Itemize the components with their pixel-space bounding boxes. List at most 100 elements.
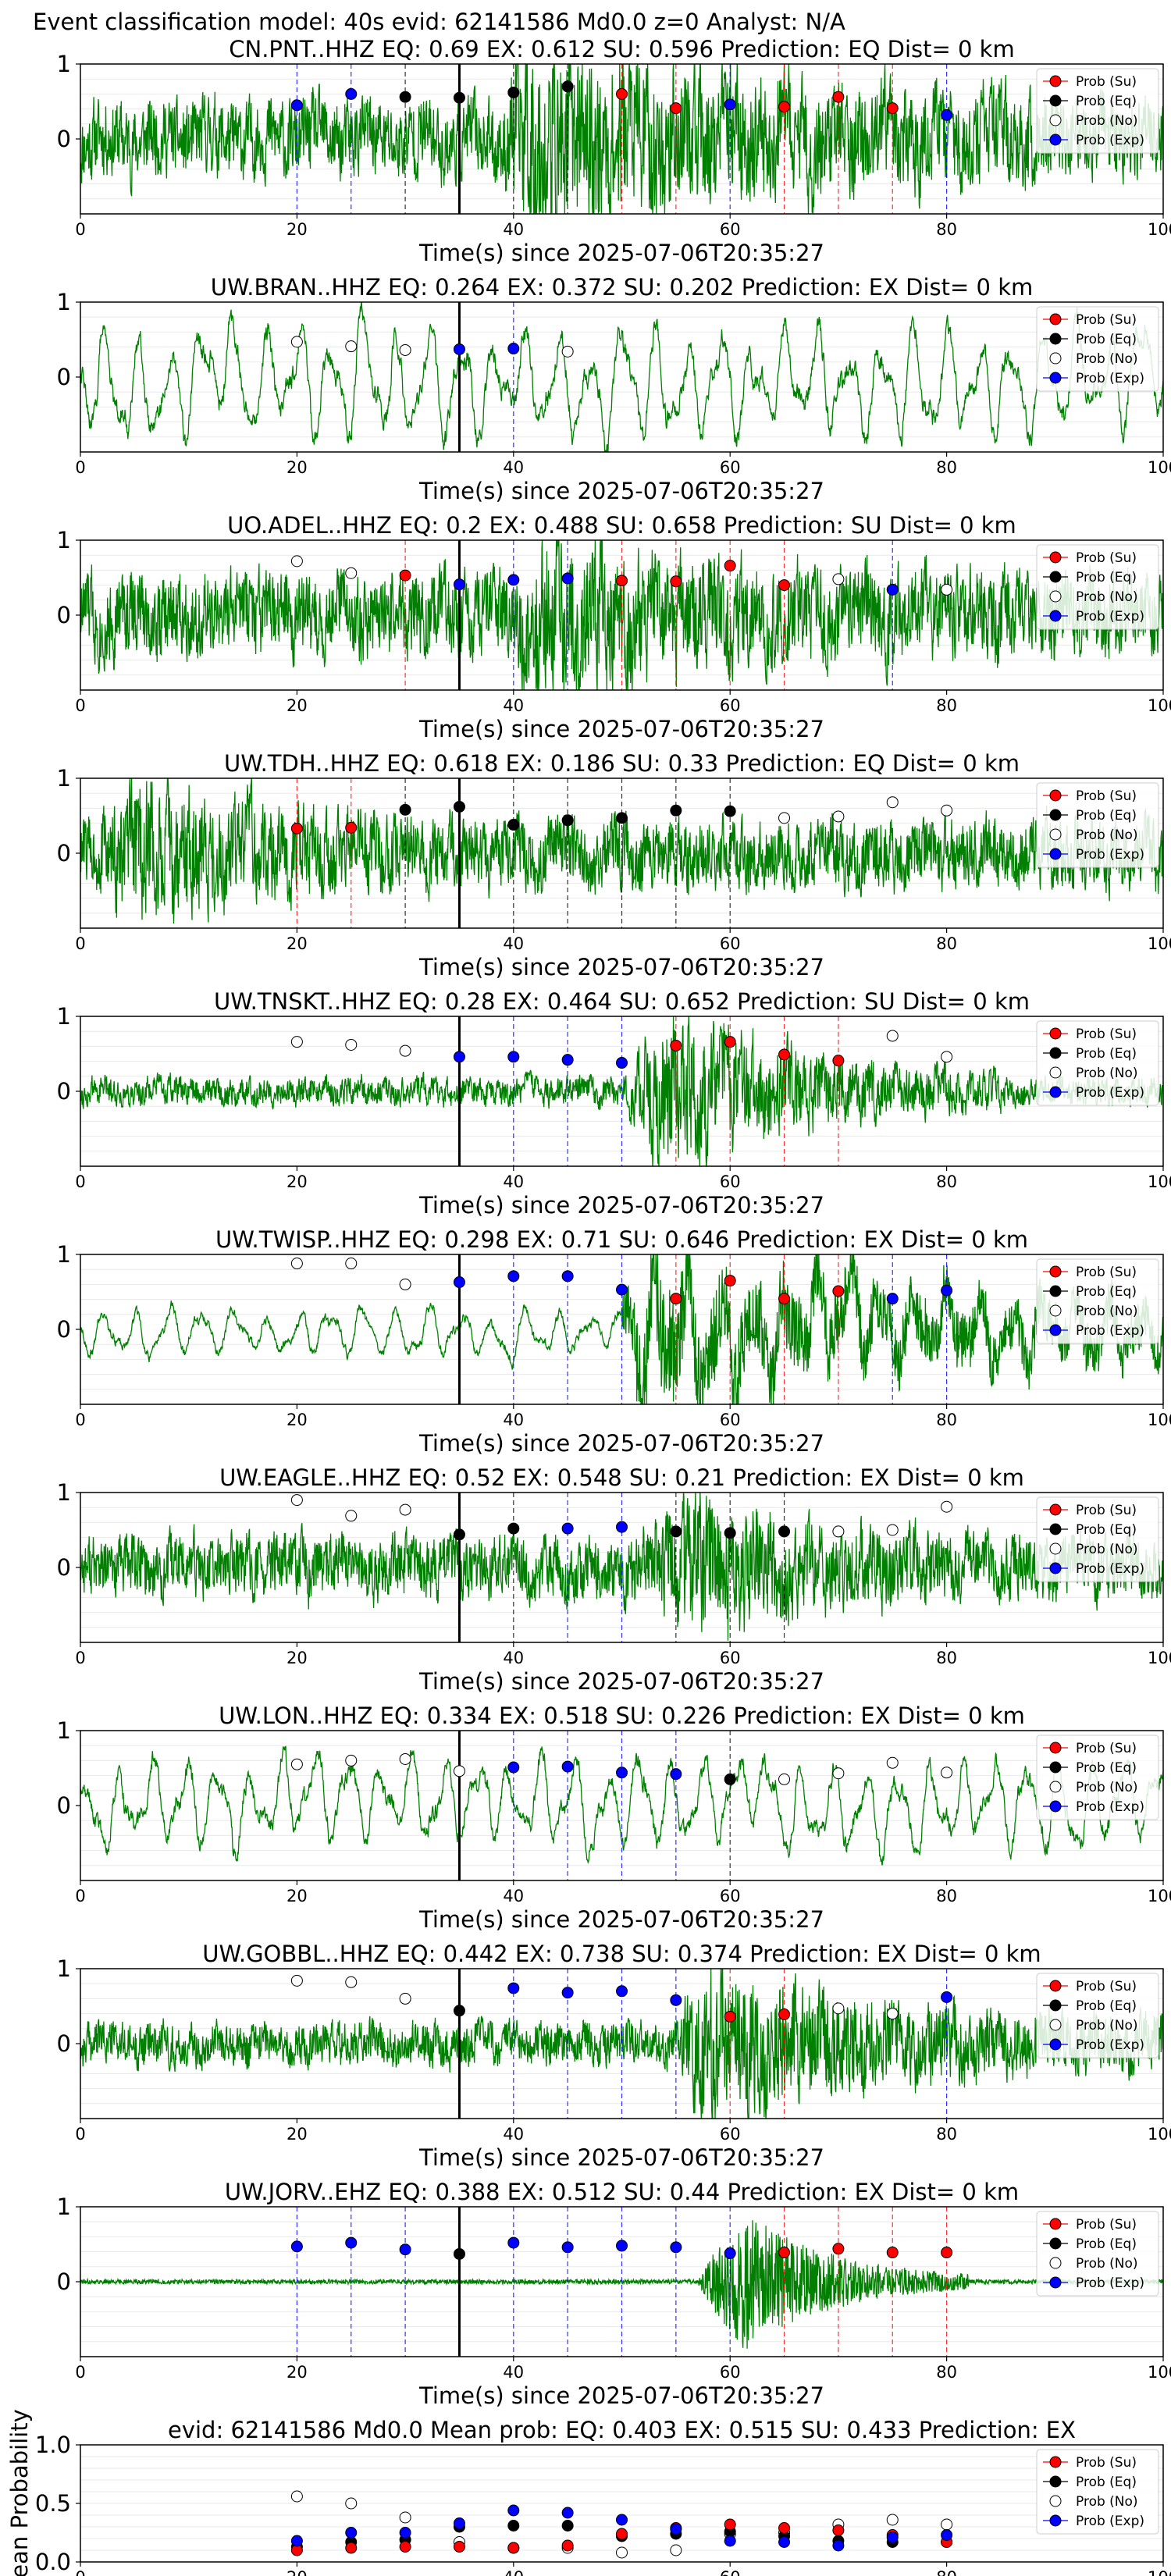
legend-label-no: Prob (No) bbox=[1076, 113, 1138, 129]
x-tick-label: 60 bbox=[720, 2363, 741, 2382]
legend-marker-exp bbox=[1049, 1324, 1062, 1336]
panel-3: UO.ADEL..HHZ EQ: 0.2 EX: 0.488 SU: 0.658… bbox=[57, 512, 1171, 742]
mean-marker-su bbox=[345, 2542, 358, 2554]
y-tick-label: 0 bbox=[57, 364, 71, 390]
prob-marker-su bbox=[778, 2247, 791, 2259]
prob-marker-no bbox=[399, 343, 411, 356]
prob-marker-su bbox=[724, 2010, 736, 2023]
prob-marker-exp bbox=[345, 2236, 358, 2249]
legend-marker-no bbox=[1049, 828, 1062, 841]
panel-8: UW.LON..HHZ EQ: 0.334 EX: 0.518 SU: 0.22… bbox=[57, 1703, 1171, 1933]
legend-label-eq: Prob (Eq) bbox=[1076, 808, 1137, 824]
prob-marker-no bbox=[941, 1767, 953, 1779]
x-tick-label: 20 bbox=[287, 1649, 308, 1667]
x-tick-label: 0 bbox=[75, 1411, 85, 1429]
prob-marker-eq bbox=[507, 86, 520, 98]
prob-marker-exp bbox=[941, 109, 953, 121]
legend-marker-eq bbox=[1049, 1999, 1062, 2012]
x-tick-label: 60 bbox=[720, 2568, 741, 2576]
prob-marker-exp bbox=[724, 2247, 736, 2260]
x-tick-label: 20 bbox=[287, 2568, 308, 2576]
mean-marker-eq bbox=[507, 2520, 520, 2532]
legend-label-eq: Prob (Eq) bbox=[1076, 2475, 1137, 2490]
y-tick-label: 1 bbox=[57, 1003, 71, 1030]
prob-marker-exp bbox=[616, 1283, 628, 1296]
prob-marker-su bbox=[832, 91, 845, 103]
prob-marker-no bbox=[453, 1765, 465, 1777]
prob-marker-eq bbox=[399, 91, 411, 103]
prob-marker-no bbox=[345, 1510, 358, 1522]
x-tick-label: 80 bbox=[936, 2125, 957, 2144]
prob-marker-no bbox=[290, 555, 303, 568]
prob-marker-no bbox=[345, 1038, 358, 1051]
prob-marker-exp bbox=[941, 1284, 953, 1297]
x-tick-label: 100 bbox=[1148, 696, 1171, 715]
x-tick-label: 0 bbox=[75, 2125, 85, 2144]
prob-marker-no bbox=[778, 812, 791, 824]
prob-marker-eq bbox=[724, 805, 736, 817]
legend-marker-su bbox=[1049, 313, 1062, 326]
legend-marker-eq bbox=[1049, 333, 1062, 345]
prob-marker-su bbox=[670, 102, 682, 115]
x-tick-label: 0 bbox=[75, 2568, 85, 2576]
legend-marker-no bbox=[1049, 2019, 1062, 2031]
mean-marker-su bbox=[616, 2528, 628, 2540]
prob-marker-no bbox=[290, 1494, 303, 1507]
legend-label-exp: Prob (Exp) bbox=[1076, 1799, 1144, 1815]
mean-marker-no bbox=[616, 2546, 628, 2559]
x-tick-label: 80 bbox=[936, 1887, 957, 1905]
legend-label-su: Prob (Su) bbox=[1076, 312, 1137, 328]
x-axis-label: Time(s) since 2025-07-06T20:35:27 bbox=[418, 1906, 824, 1933]
legend-marker-no bbox=[1049, 2495, 1062, 2507]
legend-marker-no bbox=[1049, 114, 1062, 126]
legend-marker-no bbox=[1049, 352, 1062, 365]
panel-9: UW.GOBBL..HHZ EQ: 0.442 EX: 0.738 SU: 0.… bbox=[57, 1941, 1171, 2171]
y-tick-label: 1 bbox=[57, 289, 71, 315]
legend: Prob (Su) Prob (Eq) Prob (No) Prob (Exp) bbox=[1036, 1020, 1159, 1106]
y-tick-label: 0 bbox=[57, 2030, 71, 2057]
prob-marker-su bbox=[886, 2247, 899, 2259]
legend-label-exp: Prob (Exp) bbox=[1076, 2275, 1144, 2291]
prob-marker-no bbox=[290, 336, 303, 348]
x-tick-label: 100 bbox=[1148, 1649, 1171, 1667]
prob-marker-eq bbox=[507, 1522, 520, 1535]
legend-label-su: Prob (Su) bbox=[1076, 1741, 1137, 1756]
legend-label-su: Prob (Su) bbox=[1076, 1265, 1137, 1280]
legend: Prob (Su) Prob (Eq) Prob (No) Prob (Exp) bbox=[1036, 2449, 1159, 2535]
y-tick-label: 0 bbox=[57, 1316, 71, 1343]
x-tick-label: 100 bbox=[1148, 2125, 1171, 2144]
prob-marker-exp bbox=[561, 1270, 574, 1283]
x-tick-label: 100 bbox=[1148, 2363, 1171, 2382]
legend-marker-su bbox=[1049, 2456, 1062, 2468]
x-tick-label: 40 bbox=[503, 2363, 524, 2382]
mean-marker-su bbox=[832, 2524, 845, 2536]
prob-marker-eq bbox=[453, 91, 465, 104]
panel-title: UW.JORV..EHZ EQ: 0.388 EX: 0.512 SU: 0.4… bbox=[225, 2179, 1019, 2205]
prob-marker-eq bbox=[778, 1525, 791, 1538]
panel-title: UW.TDH..HHZ EQ: 0.618 EX: 0.186 SU: 0.33… bbox=[224, 750, 1020, 777]
prob-marker-no bbox=[399, 1503, 411, 1516]
legend-label-no: Prob (No) bbox=[1076, 1304, 1138, 1319]
mean-marker-exp bbox=[724, 2535, 736, 2547]
x-tick-label: 60 bbox=[720, 1411, 741, 1429]
prob-marker-no bbox=[399, 1044, 411, 1057]
x-tick-label: 80 bbox=[936, 1649, 957, 1667]
legend-marker-no bbox=[1049, 1781, 1062, 1793]
prob-marker-exp bbox=[616, 2240, 628, 2252]
legend-box bbox=[1036, 544, 1159, 630]
legend-label-exp: Prob (Exp) bbox=[1076, 847, 1144, 863]
legend-label-no: Prob (No) bbox=[1076, 2256, 1138, 2272]
x-tick-label: 80 bbox=[936, 2363, 957, 2382]
prob-marker-exp bbox=[290, 99, 303, 112]
y-tick-label: 1 bbox=[57, 1717, 71, 1744]
prob-marker-no bbox=[290, 1974, 303, 1987]
legend-box bbox=[1036, 2449, 1159, 2535]
y-tick-label: 1.0 bbox=[35, 2432, 71, 2458]
prob-marker-su bbox=[778, 1048, 791, 1061]
legend: Prob (Su) Prob (Eq) Prob (No) Prob (Exp) bbox=[1036, 306, 1159, 392]
x-tick-label: 20 bbox=[287, 2125, 308, 2144]
x-tick-label: 40 bbox=[503, 1172, 524, 1191]
panel-1: CN.PNT..HHZ EQ: 0.69 EX: 0.612 SU: 0.596… bbox=[57, 36, 1171, 266]
y-tick-label: 0.5 bbox=[35, 2490, 71, 2517]
